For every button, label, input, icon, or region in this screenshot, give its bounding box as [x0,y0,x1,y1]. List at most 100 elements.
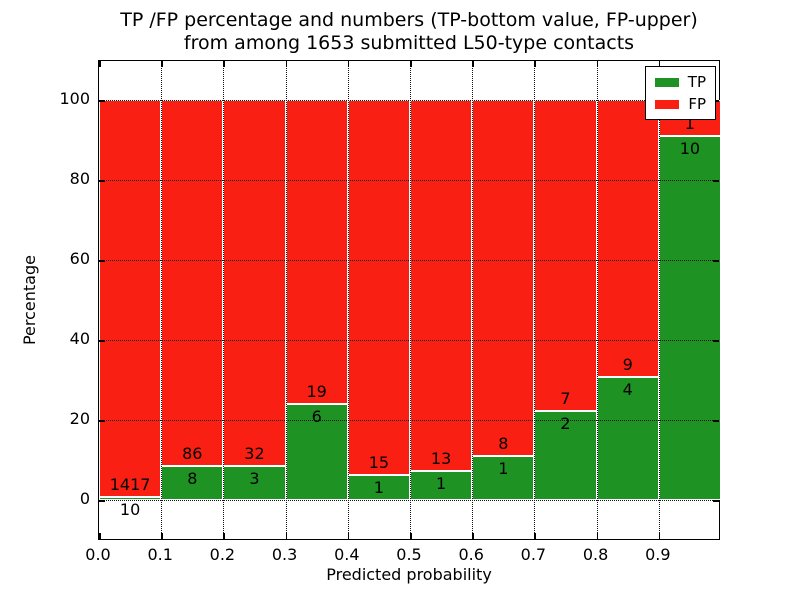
bar-tp-count-label: 2 [560,414,571,434]
x-tick-label: 0.9 [645,545,671,564]
x-tick-mark [472,533,474,539]
x-tick-mark [285,533,288,539]
h-gridline [99,500,719,501]
y-tick-label: 100 [59,89,90,108]
chart-title-line1: TP /FP percentage and numbers (TP-bottom… [120,9,698,31]
x-tick-mark [223,533,225,539]
plot-area: 1417 10 86 8 32 3 19 6 15 1 13 1 8 1 7 2 9 4 1 10 [98,60,721,540]
x-tick-label: 0.8 [582,545,609,564]
bar-tp-count-label: 1 [498,458,509,478]
bar-fp-segment [472,100,535,456]
legend-label-tp: TP [687,73,706,91]
y-tick-mark [99,180,105,182]
x-tick-mark [99,533,101,539]
y-tick-label: 80 [69,169,90,188]
bar-tp-segment [472,455,535,500]
bar-tp-count-label: 4 [622,379,633,399]
y-tick-mark-right [713,500,719,502]
y-tick-label: 20 [69,409,90,428]
bar-fp-segment [161,100,224,466]
bar-tp-count-label: 10 [679,139,701,159]
x-tick-label: 0.0 [85,545,111,564]
bar-tp-segment [658,136,721,500]
x-tick-mark [658,533,661,539]
y-tick-mark [99,100,105,102]
y-tick-mark-right [713,340,719,342]
bar-fp-count-label: 19 [306,382,327,401]
x-tick-mark-top [223,61,225,67]
x-tick-label: 0.4 [334,545,360,564]
chart-title: TP /FP percentage and numbers (TP-bottom… [98,9,720,55]
y-axis-label: Percentage [20,255,39,346]
bar-fp-count-label: 32 [244,443,265,463]
bar-fp-segment [534,100,597,412]
bar-tp-segment [161,465,224,500]
tp-swatch-icon [655,77,679,87]
bar-tp-segment [99,497,162,500]
v-gridline [285,61,287,539]
y-tick-mark [99,340,105,342]
v-gridline [596,61,598,539]
bar-fp-count-label: 1 [684,114,695,134]
x-tick-mark [347,533,350,539]
legend: TP FP [645,66,716,120]
bar-tp-count-label: 8 [187,468,198,488]
bar-fp-count-label: 15 [368,453,390,472]
bar-tp-count-label: 1 [436,474,447,494]
bar-tp-segment [596,376,659,500]
v-gridline [472,61,474,539]
x-tick-mark-top [99,61,101,67]
bar-tp-count-label: 3 [249,468,260,488]
x-axis-label: Predicted probability [326,565,492,584]
bar-fp-segment [410,100,473,472]
v-gridline [223,61,225,539]
y-tick-label: 0 [79,489,90,508]
h-gridline [99,420,719,421]
x-tick-mark-top [658,61,661,67]
x-tick-mark [534,533,536,539]
x-tick-label: 0.3 [271,545,298,564]
v-gridline [161,61,163,539]
y-tick-mark [99,500,105,502]
x-tick-mark-top [161,61,163,67]
y-tick-mark-right [713,100,719,102]
bar-fp-count-label: 1417 [109,475,151,495]
fp-swatch-icon [655,99,680,109]
y-tick-mark-right [713,260,719,262]
h-gridline [99,180,719,181]
bar-tp-segment [347,475,410,500]
bar-tp-segment [534,411,597,500]
x-tick-label: 0.5 [396,545,422,564]
bar-fp-segment [285,100,348,404]
h-gridline [99,340,719,341]
bar-fp-segment [99,100,162,498]
v-gridline [410,61,411,539]
h-gridline [99,260,719,261]
v-gridline [347,61,349,539]
bar-tp-count-label: 10 [119,500,141,520]
x-tick-mark-top [347,61,350,67]
bar-fp-segment [347,100,410,475]
bar-fp-count-label: 7 [560,389,571,409]
legend-label-fp: FP [688,95,706,113]
bar-fp-segment [223,100,286,466]
legend-entry-tp: TP [655,74,706,90]
v-gridline [658,61,660,539]
x-tick-label: 0.7 [520,545,547,564]
x-tick-label: 0.2 [209,545,236,564]
x-tick-mark [596,533,599,539]
bar-tp-count-label: 1 [373,478,384,497]
x-tick-mark-top [534,61,536,67]
y-tick-mark-right [713,420,719,422]
x-tick-mark-top [596,61,599,67]
x-tick-mark-top [472,61,474,67]
bar-fp-count-label: 8 [498,433,509,453]
y-tick-mark-right [713,180,719,182]
chart-title-line2: from among 1653 submitted L50-type conta… [183,32,635,54]
v-gridline [534,61,536,539]
bar-fp-segment [596,100,659,377]
x-tick-mark [410,533,412,539]
bar-tp-count-label: 6 [311,407,322,426]
legend-entry-fp: FP [655,96,706,112]
